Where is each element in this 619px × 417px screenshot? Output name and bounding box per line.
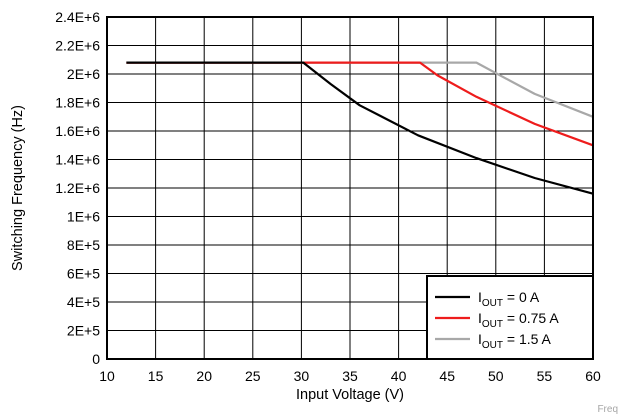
y-tick-label: 2.4E+6	[55, 9, 100, 25]
y-tick-label: 1.6E+6	[55, 123, 100, 139]
legend-entry: IOUT = 0 A	[478, 289, 540, 309]
x-tick-label: 15	[148, 368, 164, 384]
x-tick-label: 30	[294, 368, 310, 384]
y-tick-label: 0	[92, 351, 100, 367]
x-tick-label: 55	[537, 368, 553, 384]
series-line	[126, 61, 594, 195]
y-tick-label: 8E+5	[67, 237, 100, 253]
y-tick-label: 1.4E+6	[55, 152, 100, 168]
y-tick-label: 2.2E+6	[55, 38, 100, 54]
y-tick-label: 6E+5	[67, 266, 100, 282]
x-axis-label: Input Voltage (V)	[296, 387, 404, 403]
y-tick-label: 1.8E+6	[55, 95, 100, 111]
y-tick-label: 1E+6	[67, 209, 100, 225]
x-tick-label: 20	[196, 368, 212, 384]
y-tick-label: 2E+6	[67, 66, 100, 82]
x-tick-label: 10	[99, 368, 115, 384]
y-tick-label: 2E+5	[67, 323, 100, 339]
legend-entry: IOUT = 0.75 A	[478, 310, 559, 330]
legend-entry: IOUT = 1.5 A	[478, 331, 552, 351]
x-tick-label: 40	[391, 368, 407, 384]
corner-tag: Freq	[597, 404, 618, 415]
x-tick-labels: 10 15 20 25 30 35 40 45 50 55 60	[99, 368, 601, 384]
x-tick-label: 50	[488, 368, 504, 384]
x-tick-label: 60	[585, 368, 601, 384]
series-layer	[126, 61, 594, 195]
y-axis-label: Switching Frequency (Hz)	[10, 105, 26, 271]
plot-frame	[106, 16, 594, 360]
series-line	[126, 61, 594, 147]
series-line	[126, 61, 594, 118]
y-tick-label: 4E+5	[67, 294, 100, 310]
x-tick-label: 25	[245, 368, 261, 384]
x-tick-label: 35	[342, 368, 358, 384]
y-tick-labels: 0 2E+5 4E+5 6E+5 8E+5 1E+6 1.2E+6 1.4E+6 1.6E+6 1…	[55, 9, 100, 367]
x-tick-label: 45	[439, 368, 455, 384]
y-tick-label: 1.2E+6	[55, 180, 100, 196]
